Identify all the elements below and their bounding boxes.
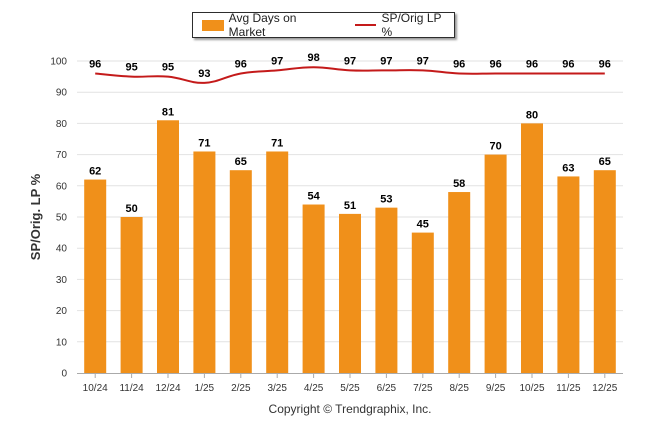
bar-value-label: 81	[162, 106, 174, 118]
y-tick-label: 100	[50, 57, 67, 68]
x-tick-label: 11/24	[119, 383, 144, 394]
line-value-label: 97	[417, 55, 429, 67]
bar	[521, 123, 543, 374]
bar-value-label: 50	[125, 203, 137, 215]
x-tick-label: 10/24	[83, 383, 108, 394]
line-value-label: 95	[162, 62, 174, 74]
x-tick-label: 9/25	[486, 383, 506, 394]
bar	[120, 217, 143, 373]
y-tick-label: 80	[56, 119, 68, 130]
line-value-label: 96	[489, 58, 501, 70]
x-tick-label: 12/25	[592, 383, 617, 394]
line-value-label: 96	[526, 58, 538, 70]
bar-value-label: 53	[380, 194, 392, 206]
line-series	[95, 66, 605, 84]
data-labels: 62 50 81 71 65 71 54 51 53 45 58 70 80 63 65 96 95 95 93 96…	[89, 52, 611, 230]
y-tick-label: 50	[56, 213, 68, 224]
bar	[557, 176, 580, 373]
bar-value-label: 54	[307, 191, 320, 203]
y-tick-label: 60	[56, 181, 68, 192]
line-value-label: 97	[380, 55, 392, 67]
line-series-path	[95, 66, 605, 84]
legend-swatch-line	[354, 24, 377, 26]
legend-swatch-bar	[202, 19, 224, 31]
x-tick-label: 10/25	[519, 383, 544, 394]
y-tick-label: 20	[56, 306, 68, 317]
y-tick-label: 30	[56, 275, 68, 286]
legend-item-line[interactable]: SP/Orig LP %	[335, 11, 454, 39]
x-tick-label: 4/25	[304, 383, 324, 394]
y-tick-label: 10	[56, 337, 68, 348]
bar	[229, 170, 252, 373]
bar-value-label: 51	[344, 200, 356, 212]
bar-value-label: 71	[271, 137, 283, 149]
bar-value-label: 45	[417, 219, 429, 231]
legend: Avg Days on Market SP/Orig LP %	[192, 11, 455, 39]
x-tick-label: 5/25	[340, 383, 360, 394]
x-tick-label: 2/25	[231, 383, 251, 394]
copyright-credit: Copyright © Trendgraphix, Inc.	[269, 402, 432, 416]
bar	[157, 120, 179, 373]
x-axis: 10/24 11/24 12/24 1/25 2/25 3/25 4/25 5/25 6/25 7…	[77, 373, 623, 394]
line-value-label: 95	[125, 62, 137, 74]
y-tick-label: 40	[56, 244, 68, 255]
legend-item-bar[interactable]: Avg Days on Market	[193, 11, 335, 39]
x-tick-label: 11/25	[556, 383, 581, 394]
bar-series	[84, 120, 616, 374]
line-value-label: 93	[198, 68, 210, 80]
x-tick-label: 8/25	[449, 383, 469, 394]
bar	[593, 170, 616, 373]
bar-value-label: 71	[198, 137, 210, 149]
bar	[411, 232, 434, 373]
x-tick-label: 1/25	[195, 383, 215, 394]
line-value-label: 98	[307, 52, 319, 64]
bar-value-label: 80	[526, 109, 538, 121]
bar-value-label: 65	[235, 156, 247, 168]
x-tick-label: 6/25	[377, 383, 397, 394]
legend-label-bar: Avg Days on Market	[228, 11, 297, 39]
bar	[448, 192, 471, 373]
y-axis-title: SP/Orig. LP %	[28, 173, 43, 260]
bar	[302, 204, 325, 373]
x-tick-label: 3/25	[267, 383, 287, 394]
bar	[339, 213, 361, 373]
bar	[484, 154, 507, 373]
bar-value-label: 70	[489, 141, 501, 153]
bar-value-label: 58	[453, 178, 465, 190]
bar-value-label: 62	[89, 166, 101, 178]
legend-label-line: SP/Orig LP %	[381, 11, 442, 39]
x-tick-label: 12/24	[155, 383, 180, 394]
bar	[375, 207, 398, 373]
y-tick-label: 90	[56, 88, 68, 99]
line-value-label: 96	[453, 58, 465, 70]
bar	[84, 179, 107, 373]
line-value-label: 97	[344, 55, 356, 67]
line-value-label: 97	[271, 55, 283, 67]
line-value-label: 96	[562, 58, 574, 70]
line-value-label: 96	[89, 58, 101, 70]
bar-value-label: 63	[562, 162, 574, 174]
y-axis: 0 10 20 30 40 50 60 70 80 90 100	[50, 57, 67, 380]
line-value-label: 96	[235, 58, 247, 70]
bar	[266, 151, 289, 373]
line-value-label: 96	[599, 58, 611, 70]
x-tick-label: 7/25	[413, 383, 433, 394]
bar-value-label: 65	[599, 156, 611, 168]
y-tick-label: 70	[56, 150, 68, 161]
y-tick-label: 0	[61, 369, 67, 380]
bar	[193, 151, 216, 373]
